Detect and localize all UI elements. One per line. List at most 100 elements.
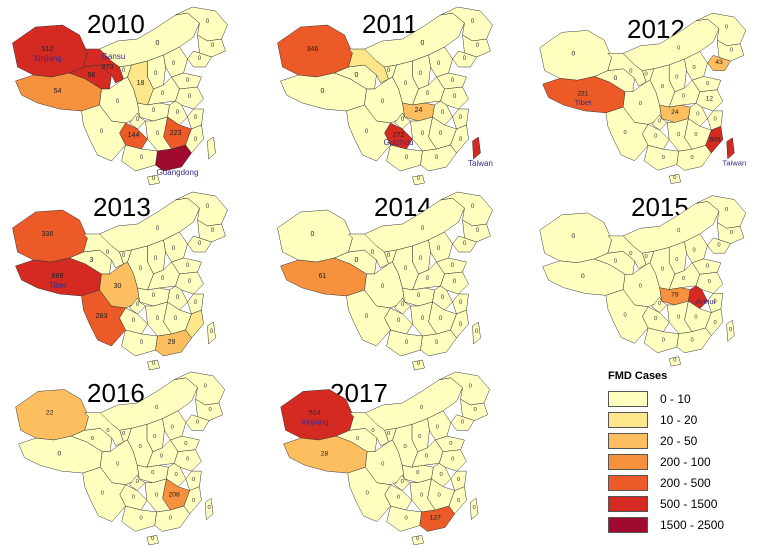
province-count: 336 [42, 231, 54, 238]
province-zero: 0 [194, 115, 198, 121]
province-zero: 0 [654, 316, 657, 322]
province-count: 56 [88, 72, 96, 79]
province-zero: 0 [426, 276, 430, 282]
province-zero: 0 [401, 479, 405, 485]
province-chongqing [394, 297, 411, 315]
province-zero: 0 [438, 492, 442, 498]
province-zhejiang [450, 470, 467, 491]
province-zhejiang [707, 110, 724, 131]
province-zero: 0 [132, 494, 136, 500]
province-zero: 0 [459, 137, 463, 143]
province-count: 223 [170, 130, 182, 137]
province-zero: 0 [151, 536, 155, 542]
province-zero: 0 [459, 322, 463, 328]
province-zero: 0 [152, 108, 156, 114]
province-zero: 0 [451, 78, 455, 84]
province-hainan [412, 174, 425, 186]
province-zero: 0 [116, 461, 120, 467]
province-count: 24 [671, 109, 679, 116]
legend-label: 20 - 50 [660, 433, 698, 448]
province-zero: 0 [459, 300, 463, 306]
province-zero: 0 [156, 226, 160, 232]
province-hainan [668, 173, 681, 185]
province-taiwan [726, 137, 735, 160]
province-zero: 0 [675, 257, 678, 263]
province-zero: 0 [658, 301, 661, 307]
province-chongqing [129, 297, 146, 315]
province-zero: 0 [210, 329, 214, 335]
province-zero: 0 [439, 131, 443, 137]
province-zero: 0 [658, 118, 661, 124]
province-zero: 0 [661, 266, 664, 272]
province-taiwan [472, 321, 481, 345]
province-zero: 0 [714, 117, 717, 123]
legend-swatch [608, 474, 648, 491]
province-taiwan [470, 497, 479, 521]
province-chongqing [129, 474, 146, 491]
province-hubei [402, 287, 435, 307]
province-zero: 0 [463, 56, 467, 62]
legend-item: 20 - 50 [608, 430, 758, 451]
province-count: 514 [309, 410, 321, 417]
map-2015: 2015 0 0 0 0 0 0 0 0 0 0 0 0 0 0 0 Anhui 79 0 0 0 0 0 0 0 0 0 0 0 0 [535, 190, 765, 370]
legend: FMD Cases 0 - 10 10 - 20 20 - 50 200 - 100 2… [608, 370, 758, 535]
province-zero: 0 [172, 246, 176, 252]
province-count: 24 [415, 107, 423, 114]
province-zero: 0 [188, 279, 192, 285]
legend-item: 500 - 1500 [608, 493, 758, 514]
province-name-label: Taiwan [468, 159, 493, 168]
province-hubei [659, 287, 691, 306]
province-zero: 0 [155, 405, 159, 411]
province-zero: 0 [417, 293, 421, 299]
province-guangdong [420, 329, 457, 357]
province-zero: 0 [439, 472, 443, 478]
province-zero: 0 [449, 441, 453, 447]
province-hubei [659, 104, 691, 123]
province-count: 54 [54, 88, 62, 95]
province-zero: 0 [387, 68, 391, 74]
province-zero: 0 [151, 470, 155, 476]
province-guangdong [676, 327, 712, 354]
province-zero: 0 [387, 431, 391, 437]
province-zero: 0 [387, 253, 391, 259]
province-count: 0 [58, 451, 62, 458]
province-count: 0 [355, 257, 359, 264]
legend-label: 10 - 20 [660, 412, 698, 427]
province-name-label: Tibet [575, 98, 593, 107]
year-label: 2013 [93, 192, 151, 222]
province-chongqing [651, 114, 668, 131]
province-zero: 0 [381, 99, 385, 105]
province-xinjiang [539, 30, 612, 81]
province-zero: 0 [714, 299, 717, 305]
province-zero: 0 [365, 314, 369, 320]
province-zero: 0 [91, 436, 95, 442]
year-label: 2011 [362, 9, 418, 39]
province-count: 30 [114, 283, 122, 290]
province-hunan [145, 301, 172, 337]
legend-swatch [608, 411, 648, 428]
province-zero: 0 [106, 428, 110, 434]
province-zero: 0 [161, 91, 165, 97]
province-zero: 0 [471, 19, 475, 25]
province-zero: 0 [140, 340, 144, 346]
province-zero: 0 [476, 43, 480, 49]
province-count: 18 [137, 80, 145, 87]
province-zero: 0 [437, 61, 441, 67]
legend-swatch [608, 432, 648, 449]
province-zero: 0 [401, 302, 405, 308]
province-zero: 0 [101, 490, 105, 496]
province-zero: 0 [661, 84, 664, 90]
province-zero: 0 [662, 155, 665, 161]
province-zero: 0 [204, 384, 208, 390]
province-zero: 0 [196, 419, 200, 425]
province-zero: 0 [106, 250, 110, 256]
province-count: 346 [307, 46, 319, 53]
province-zero: 0 [404, 81, 408, 87]
province-zero: 0 [211, 228, 215, 234]
map-2017: 2017 514 Xinjiang 28 0 0 0 0 0 0 0 0 0 0 0 0 0 0 0 0 0 0 0 0 0 0 0… [270, 370, 515, 546]
province-zhejiang [707, 293, 724, 313]
province-zero: 0 [206, 204, 210, 210]
province-zero: 0 [176, 295, 180, 301]
province-zero: 0 [186, 78, 190, 84]
